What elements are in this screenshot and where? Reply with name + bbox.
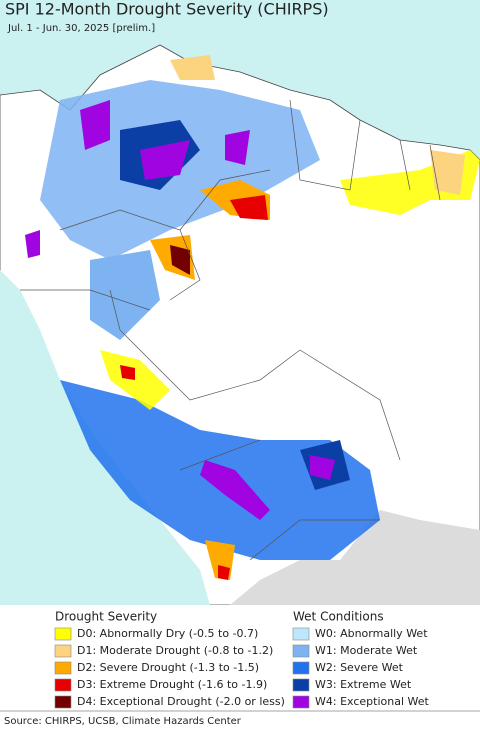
title: SPI 12-Month Drought Severity (CHIRPS) xyxy=(5,0,329,19)
wet-region xyxy=(80,100,110,150)
legend-swatch xyxy=(54,661,72,675)
dry-region xyxy=(120,365,135,380)
legend-swatch xyxy=(54,627,72,641)
legend-title: Wet Conditions xyxy=(293,610,384,624)
wet-region xyxy=(310,455,335,480)
map xyxy=(0,0,480,606)
wet-region xyxy=(225,130,250,165)
wet-region xyxy=(90,250,160,340)
legend-swatch xyxy=(54,678,72,692)
dry-region xyxy=(170,245,190,275)
wet-areas xyxy=(25,80,380,560)
wet-region xyxy=(25,230,40,258)
legend-title: Drought Severity xyxy=(55,610,157,624)
pacific xyxy=(0,95,210,605)
legend-label: D1: Moderate Drought (-0.8 to -1.2) xyxy=(77,644,273,657)
legend-label: W2: Severe Wet xyxy=(315,661,404,674)
source: Source: CHIRPS, UCSB, Climate Hazards Ce… xyxy=(4,716,242,727)
legend-panel xyxy=(0,605,480,710)
wet-region xyxy=(200,460,270,520)
wet-region xyxy=(140,140,190,180)
subtitle: Jul. 1 - Jun. 30, 2025 [prelim.] xyxy=(7,23,155,34)
legend-swatch xyxy=(54,695,72,709)
legend-label: D0: Abnormally Dry (-0.5 to -0.7) xyxy=(77,627,258,640)
dry-region xyxy=(170,55,215,80)
legend-label: D2: Severe Drought (-1.3 to -1.5) xyxy=(77,661,259,674)
legend-label: D3: Extreme Drought (-1.6 to -1.9) xyxy=(77,678,267,691)
dry-areas xyxy=(100,55,480,580)
legend: Drought Severity D0: Abnormally Dry (-0.5… xyxy=(54,610,430,709)
legend-label: W1: Moderate Wet xyxy=(315,644,418,657)
dry-region xyxy=(430,150,465,195)
no-data xyxy=(230,510,480,605)
legend-swatch xyxy=(54,644,72,658)
legend-label: W0: Abnormally Wet xyxy=(315,627,428,640)
dry-region xyxy=(230,195,268,220)
legend-swatch xyxy=(292,695,310,709)
dry-region xyxy=(218,565,230,580)
legend-label: W3: Extreme Wet xyxy=(315,678,412,691)
legend-swatch xyxy=(292,644,310,658)
legend-swatch xyxy=(292,661,310,675)
legend-label: D4: Exceptional Drought (-2.0 or less) xyxy=(77,695,285,708)
legend-swatch xyxy=(292,627,310,641)
borders xyxy=(20,99,441,561)
legend-label: W4: Exceptional Wet xyxy=(315,695,430,708)
legend-swatch xyxy=(292,678,310,692)
